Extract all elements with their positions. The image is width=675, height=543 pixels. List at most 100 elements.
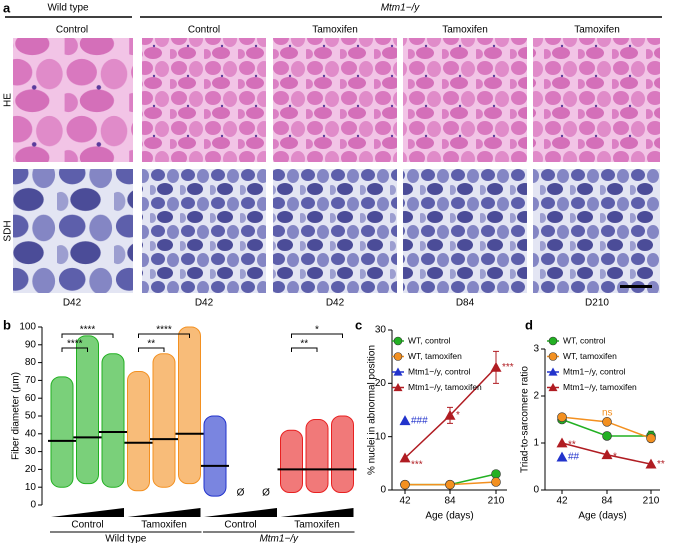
annotation: ## <box>568 452 580 463</box>
y-axis-label: Triad-to-sarcomere ratio <box>520 366 531 473</box>
x-tick-label: 210 <box>643 496 660 507</box>
y-tick-label: 60 <box>25 393 37 404</box>
significance-bar <box>138 347 165 352</box>
data-point <box>602 417 612 427</box>
annotation: ### <box>411 415 428 426</box>
micrograph <box>142 38 266 162</box>
micrograph <box>403 169 527 293</box>
micrograph <box>273 169 397 293</box>
y-tick-label: 40 <box>25 428 37 439</box>
day-label: D84 <box>456 298 475 309</box>
data-column <box>127 371 150 492</box>
y-tick-label: 10 <box>25 482 37 493</box>
significance-label: ** <box>300 339 308 350</box>
y-tick-label: 1 <box>533 438 539 449</box>
y-axis-label: Fiber diameter (µm) <box>11 372 22 460</box>
x-tick-label: 84 <box>601 496 613 507</box>
day-label: D42 <box>63 298 82 309</box>
x-tick-label: 42 <box>556 496 568 507</box>
annotation: ** <box>568 440 576 451</box>
y-tick-label: 20 <box>25 464 37 475</box>
y-tick-label: 0 <box>380 485 386 496</box>
scale-bar <box>620 285 652 288</box>
dose-wedge <box>51 508 124 517</box>
y-tick-label: 90 <box>25 339 37 350</box>
legend-label: WT, control <box>408 335 451 345</box>
significance-label: **** <box>156 325 172 336</box>
significance-bar <box>291 333 343 338</box>
annotation: * <box>613 451 617 462</box>
x-axis-label: Age (days) <box>578 511 626 522</box>
legend-marker <box>548 336 558 346</box>
legend-marker <box>393 383 403 392</box>
category-label: Tamoxifen <box>141 520 187 531</box>
significance-bar <box>61 333 114 338</box>
significance-label: **** <box>67 339 83 350</box>
significance-bar <box>291 347 318 352</box>
data-column <box>50 376 74 488</box>
group-label: Wild type <box>105 534 147 543</box>
y-tick-label: 30 <box>25 446 37 457</box>
data-column <box>203 415 227 497</box>
y-tick-label: 10 <box>375 431 387 442</box>
day-label: D210 <box>585 298 609 309</box>
significance-bar <box>61 347 88 352</box>
data-point <box>602 431 612 441</box>
data-point <box>491 477 501 487</box>
data-point <box>490 361 502 372</box>
significance-bar <box>138 333 190 338</box>
data-point <box>556 451 568 462</box>
group-label: Wild type <box>47 3 89 14</box>
data-point <box>444 409 456 420</box>
annotation: * <box>456 410 460 421</box>
micrograph <box>13 38 133 162</box>
data-point <box>557 412 567 422</box>
x-tick-label: 84 <box>444 496 456 507</box>
row-label: SDH <box>3 220 14 241</box>
dose-wedge <box>280 508 354 517</box>
micrograph <box>142 169 266 293</box>
data-point <box>399 415 411 426</box>
legend-label: Mtm1−/y, control <box>563 366 626 376</box>
legend-label: WT, tamoxifen <box>408 351 462 361</box>
column-label: Tamoxifen <box>312 25 358 36</box>
column-label: Control <box>56 25 88 36</box>
data-column <box>76 335 99 485</box>
micrograph <box>13 169 133 293</box>
legend-marker <box>548 367 558 376</box>
group-label: Mtm1−/y <box>381 3 421 14</box>
y-tick-label: 30 <box>375 325 387 336</box>
panel-label: c <box>355 317 362 332</box>
x-axis-label: Age (days) <box>425 511 473 522</box>
x-tick-label: 210 <box>488 496 505 507</box>
data-column <box>178 326 201 485</box>
day-label: D42 <box>326 298 345 309</box>
micrograph <box>533 38 660 162</box>
missing-marker: Ø <box>237 488 245 499</box>
significance-label: * <box>315 325 319 336</box>
legend-marker <box>548 352 558 361</box>
data-point <box>399 452 411 463</box>
data-column <box>331 415 354 494</box>
data-column <box>152 353 176 488</box>
y-tick-label: 0 <box>533 485 539 496</box>
category-label: Control <box>224 520 256 531</box>
y-tick-label: 2 <box>533 391 539 402</box>
panel-label: a <box>3 0 11 15</box>
micrograph <box>403 38 527 162</box>
legend-label: WT, tamoxifen <box>563 351 617 361</box>
legend-label: Mtm1−/y, control <box>408 366 471 376</box>
y-tick-label: 70 <box>25 375 37 386</box>
y-tick-label: 50 <box>25 411 37 422</box>
legend-label: Mtm1−/y, tamoxifen <box>408 382 482 392</box>
data-column <box>305 419 329 494</box>
y-tick-label: 100 <box>19 322 36 333</box>
category-label: Tamoxifen <box>294 520 340 531</box>
annotation: ** <box>657 459 665 470</box>
y-tick-label: 80 <box>25 357 37 368</box>
annotation: *** <box>502 362 514 373</box>
legend-label: Mtm1−/y, tamoxifen <box>563 382 637 392</box>
y-tick-label: 3 <box>533 344 539 355</box>
annotation: *** <box>411 460 423 471</box>
